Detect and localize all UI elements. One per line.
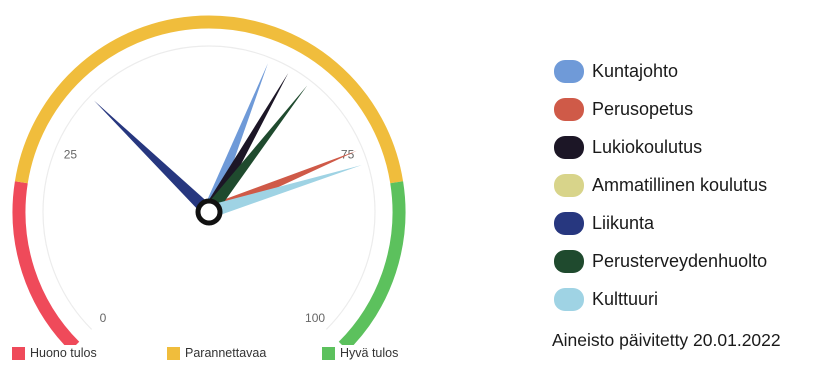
legend-label-perusopetus: Perusopetus: [592, 99, 694, 119]
gauge-inner-guide: [42, 45, 376, 330]
gauge-band-1: [14, 15, 404, 184]
needle-kulttuuri: [207, 164, 362, 219]
gauge-band-2: [338, 181, 406, 345]
legend-dot-perusopetus: [554, 98, 584, 121]
gauge-needles: [94, 63, 362, 219]
legend-label-liikunta: Liikunta: [592, 213, 655, 233]
data-updated-text: Aineisto päivitetty 20.01.2022: [552, 330, 781, 350]
legend-item-lukiokoulutus: Lukiokoulutus: [554, 134, 809, 161]
band-swatch-improve: [167, 346, 180, 360]
band-swatch-good: [322, 346, 335, 360]
band-label-good: Hyvä tulos: [340, 346, 399, 360]
legend-label-kuntajohto: Kuntajohto: [592, 61, 679, 81]
gauge-tick-label-1: 25: [64, 148, 78, 162]
needle-perusterveydenhuolto: [203, 85, 308, 216]
gauge-bands: [12, 15, 406, 345]
legend-item-kulttuuri: Kulttuuri: [554, 286, 809, 313]
band-swatch-poor: [12, 346, 25, 360]
legend-dot-liikunta: [554, 212, 584, 235]
legend-item-perusopetus: Perusopetus: [554, 96, 809, 123]
legend-dot-kulttuuri: [554, 288, 584, 311]
legend-label-kulttuuri: Kulttuuri: [592, 289, 659, 309]
gauge-tick-label-0: 0: [100, 311, 107, 325]
series-legend: Kuntajohto Perusopetus Lukiokoulutus Amm…: [554, 58, 809, 324]
legend-item-kuntajohto: Kuntajohto: [554, 58, 809, 85]
legend-item-perusterveydenhuolto: Perusterveydenhuolto: [554, 248, 809, 275]
legend-dot-ammatillinen-koulutus: [554, 174, 584, 197]
legend-dot-lukiokoulutus: [554, 136, 584, 159]
needle-kuntajohto: [202, 63, 268, 215]
band-label-poor: Huono tulos: [30, 346, 97, 360]
gauge-hub: [195, 198, 223, 226]
legend-label-lukiokoulutus: Lukiokoulutus: [592, 137, 703, 157]
band-legend-item-improve: Parannettavaa: [167, 346, 266, 360]
gauge-ticks: 02575100: [64, 148, 355, 325]
gauge-chart: 02575100: [12, 15, 406, 345]
band-legend: Huono tulos Parannettavaa Hyvä tulos: [12, 346, 432, 364]
needle-liikunta: [94, 100, 214, 217]
band-legend-item-good: Hyvä tulos: [322, 346, 398, 360]
gauge-tick-label-3: 100: [305, 311, 325, 325]
needle-lukiokoulutus: [203, 73, 289, 216]
legend-label-ammatillinen-koulutus: Ammatillinen koulutus: [592, 175, 768, 195]
band-legend-item-poor: Huono tulos: [12, 346, 97, 360]
legend-item-liikunta: Liikunta: [554, 210, 809, 237]
legend-dot-perusterveydenhuolto: [554, 250, 584, 273]
legend-label-perusterveydenhuolto: Perusterveydenhuolto: [592, 251, 768, 271]
legend-dot-kuntajohto: [554, 60, 584, 83]
gauge-band-0: [12, 181, 80, 345]
band-label-improve: Parannettavaa: [185, 346, 267, 360]
legend-item-ammatillinen-koulutus: Ammatillinen koulutus: [554, 172, 809, 199]
